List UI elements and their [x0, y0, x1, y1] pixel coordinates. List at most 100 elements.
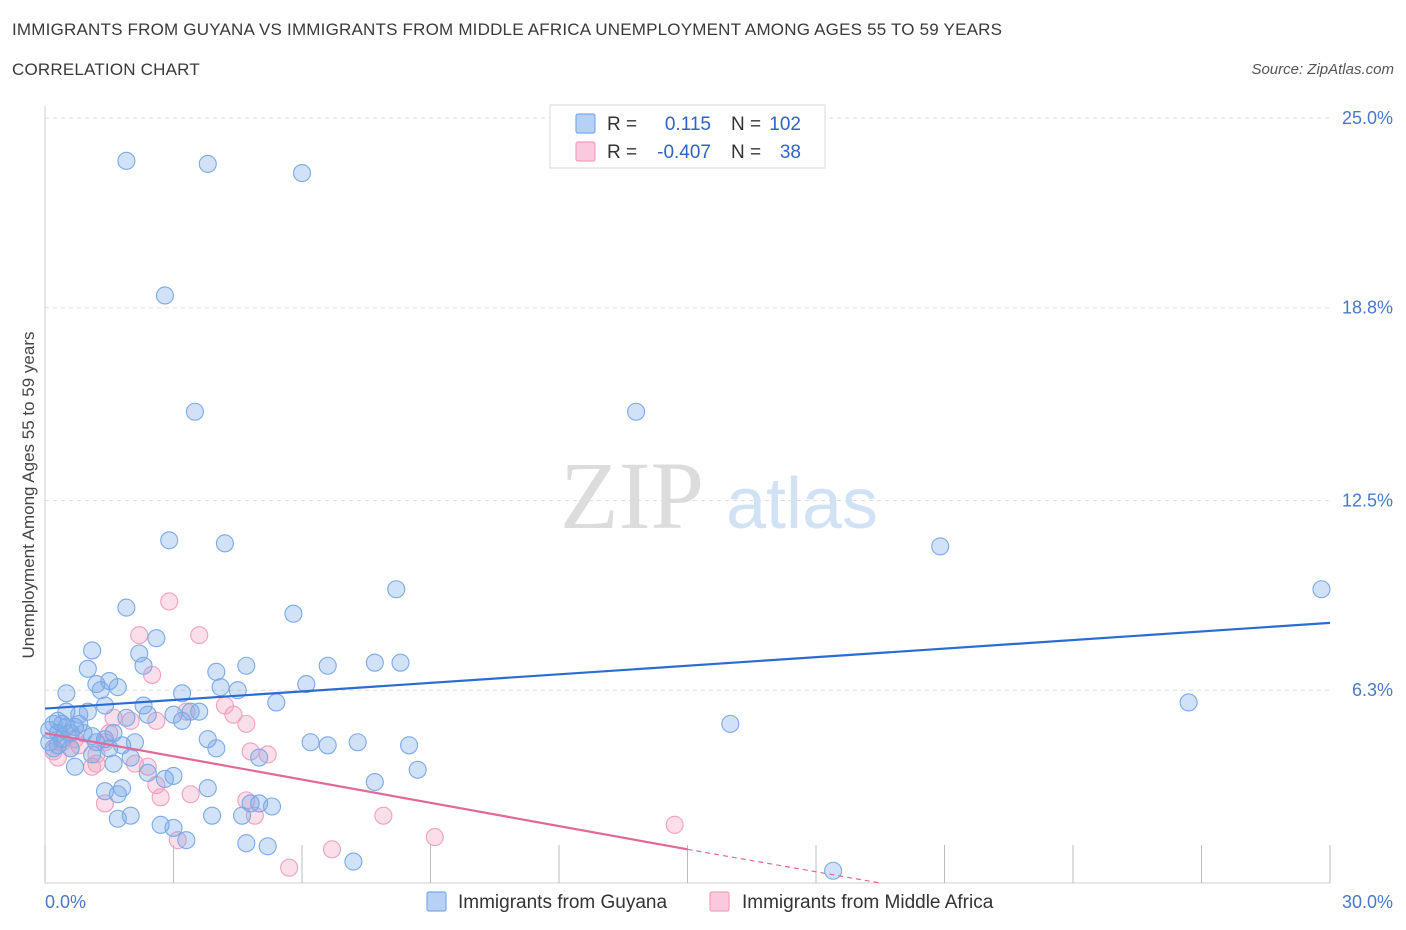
- x-tick-label: 0.0%: [45, 892, 86, 912]
- middle-africa-point: [130, 626, 149, 645]
- legend-n-value-guyana: 102: [769, 114, 801, 135]
- guyana-point: [164, 766, 183, 785]
- guyana-point: [78, 702, 97, 721]
- chart-subtitle: CORRELATION CHART: [12, 60, 200, 79]
- legend-n-value-middle-africa: 38: [780, 142, 801, 163]
- guyana-point: [365, 653, 384, 672]
- guyana-point: [83, 641, 102, 660]
- guyana-point: [147, 629, 166, 648]
- middle-africa-trend-extension: [687, 848, 881, 884]
- guyana-point: [155, 286, 174, 305]
- guyana-point: [301, 733, 320, 752]
- correlation-legend: R = 0.115 N = 102 R = -0.407 N = 38: [549, 104, 826, 169]
- series-legend-swatch-guyana: [426, 891, 447, 912]
- guyana-point: [284, 604, 303, 623]
- guyana-point: [104, 754, 123, 773]
- legend-r-label-middle-africa: R =: [607, 142, 637, 163]
- y-tick-label: 25.0%: [1342, 108, 1393, 128]
- guyana-point: [151, 815, 170, 834]
- guyana-point: [160, 531, 179, 550]
- middle-africa-point: [425, 828, 444, 847]
- guyana-point: [267, 693, 286, 712]
- trend-lines: [44, 621, 1331, 884]
- guyana-point: [318, 656, 337, 675]
- middle-africa-point: [151, 788, 170, 807]
- legend-box: [549, 104, 826, 169]
- middle-africa-point: [190, 626, 209, 645]
- guyana-point: [408, 760, 427, 779]
- guyana-point: [65, 757, 85, 776]
- axes: [44, 106, 1331, 884]
- series-legend-guyana: Immigrants from Guyana: [458, 892, 667, 913]
- guyana-point: [258, 837, 277, 856]
- legend-r-value-middle-africa: -0.407: [657, 142, 711, 163]
- guyana-point: [70, 714, 89, 733]
- series-legend-middle-africa: Immigrants from Middle Africa: [742, 892, 994, 913]
- watermark-atlas: atlas: [726, 464, 878, 544]
- guyana-point: [61, 739, 80, 758]
- y-tick-label: 6.3%: [1352, 680, 1393, 700]
- guyana-point: [400, 736, 419, 755]
- guyana-point: [78, 659, 97, 678]
- guyana-point: [627, 402, 646, 421]
- guyana-point: [232, 806, 252, 825]
- guyana-point: [203, 806, 222, 825]
- guyana-point: [91, 681, 110, 700]
- guyana-point: [173, 711, 192, 730]
- guyana-point: [237, 834, 256, 853]
- guyana-point: [250, 748, 269, 767]
- guyana-point: [113, 779, 132, 798]
- guyana-point: [138, 705, 157, 724]
- grid-lines: [45, 117, 1330, 691]
- middle-africa-points: [44, 592, 684, 877]
- middle-africa-point: [224, 705, 243, 724]
- y-axis-label: Unemployment Among Ages 55 to 59 years: [19, 332, 38, 659]
- legend-r-label-guyana: R =: [607, 114, 637, 135]
- tick-labels: 6.3% 12.5% 18.8% 25.0% 0.0% 30.0%: [45, 108, 1393, 912]
- guyana-point: [117, 708, 136, 727]
- series-legend-swatch-middle-africa: [709, 891, 730, 912]
- chart-title: IMMIGRANTS FROM GUYANA VS IMMIGRANTS FRO…: [12, 20, 1003, 39]
- guyana-point: [931, 537, 950, 556]
- guyana-point: [134, 656, 153, 675]
- legend-swatch-guyana: [575, 113, 596, 134]
- guyana-point: [83, 745, 102, 764]
- guyana-point: [387, 580, 406, 599]
- guyana-point: [121, 748, 140, 767]
- guyana-point: [721, 714, 740, 733]
- guyana-point: [48, 724, 67, 743]
- middle-africa-trend-line: [44, 731, 688, 851]
- guyana-point: [391, 653, 410, 672]
- guyana-point: [173, 684, 192, 703]
- watermark-zip: ZIP: [560, 442, 704, 549]
- guyana-point: [198, 154, 217, 173]
- middle-africa-point: [160, 592, 179, 611]
- guyana-point: [117, 598, 136, 617]
- guyana-point: [1312, 580, 1331, 599]
- legend-n-label-guyana: N =: [731, 114, 761, 135]
- guyana-point: [348, 733, 367, 752]
- series-legend: Immigrants from Guyana Immigrants from M…: [426, 891, 994, 913]
- guyana-point: [198, 779, 217, 798]
- middle-africa-point: [237, 714, 256, 733]
- guyana-point: [207, 739, 226, 758]
- guyana-trend-line: [44, 621, 1331, 710]
- guyana-point: [177, 831, 196, 850]
- y-tick-label: 18.8%: [1342, 298, 1393, 318]
- watermark: ZIP atlas: [560, 442, 878, 549]
- guyana-point: [824, 861, 843, 880]
- middle-africa-point: [280, 858, 299, 877]
- guyana-point: [215, 534, 234, 553]
- guyana-point: [207, 662, 226, 681]
- x-tick-label: 30.0%: [1342, 892, 1393, 912]
- guyana-point: [237, 656, 256, 675]
- guyana-point: [125, 733, 144, 752]
- guyana-point: [344, 852, 363, 871]
- guyana-point: [292, 164, 312, 183]
- y-tick-label: 12.5%: [1342, 491, 1393, 511]
- guyana-point: [185, 402, 204, 421]
- guyana-point: [108, 678, 127, 697]
- guyana-point: [57, 684, 76, 703]
- middle-africa-point: [138, 757, 157, 776]
